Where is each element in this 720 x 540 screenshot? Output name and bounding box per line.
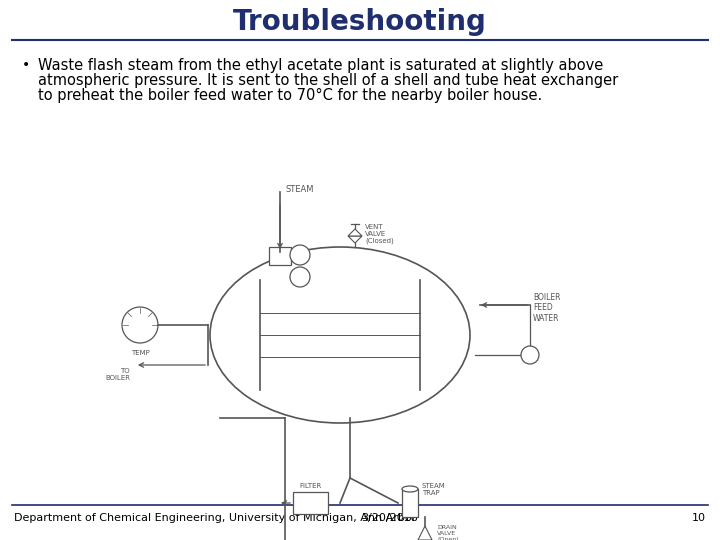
Text: TT: TT	[526, 353, 534, 357]
Circle shape	[290, 245, 310, 265]
Polygon shape	[348, 236, 362, 243]
Text: FILTER: FILTER	[300, 501, 320, 505]
Bar	[402, 489, 418, 517]
Text: 100: 100	[295, 255, 305, 260]
Polygon shape	[348, 229, 362, 236]
Text: DRAIN
VALVE
(Open): DRAIN VALVE (Open)	[437, 525, 459, 540]
Text: PI: PI	[297, 251, 302, 255]
Circle shape	[122, 307, 158, 343]
Text: to preheat the boiler feed water to 70°C for the nearby boiler house.: to preheat the boiler feed water to 70°C…	[38, 88, 542, 103]
Ellipse shape	[402, 486, 418, 492]
Text: TO
BOILER: TO BOILER	[105, 368, 130, 381]
Text: TEMP: TEMP	[130, 350, 149, 356]
Text: TEMP: TEMP	[132, 322, 148, 327]
Text: Troubleshooting: Troubleshooting	[233, 8, 487, 36]
Text: BOILER
FEED
WATER: BOILER FEED WATER	[533, 293, 560, 323]
Ellipse shape	[210, 247, 470, 423]
Text: 10: 10	[692, 513, 706, 523]
Polygon shape	[418, 526, 432, 540]
Text: VENT
VALVE
(Closed): VENT VALVE (Closed)	[365, 224, 394, 245]
Text: FILTER: FILTER	[299, 483, 321, 489]
Text: Department of Chemical Engineering, University of Michigan, Ann Arbor: Department of Chemical Engineering, Univ…	[14, 513, 416, 523]
Circle shape	[290, 267, 310, 287]
Text: Waste flash steam from the ethyl acetate plant is saturated at slightly above: Waste flash steam from the ethyl acetate…	[38, 58, 603, 73]
Text: atmospheric pressure. It is sent to the shell of a shell and tube heat exchanger: atmospheric pressure. It is sent to the …	[38, 73, 618, 88]
Text: STEAM
TRAP: STEAM TRAP	[422, 483, 446, 496]
Bar	[293, 492, 328, 514]
Bar	[269, 247, 291, 265]
Text: 90: 90	[297, 278, 303, 282]
Text: 3/20/2018: 3/20/2018	[361, 513, 418, 523]
Text: •: •	[22, 58, 30, 72]
Text: STEAM: STEAM	[285, 185, 313, 194]
Text: TI: TI	[297, 273, 302, 278]
Circle shape	[521, 346, 539, 364]
